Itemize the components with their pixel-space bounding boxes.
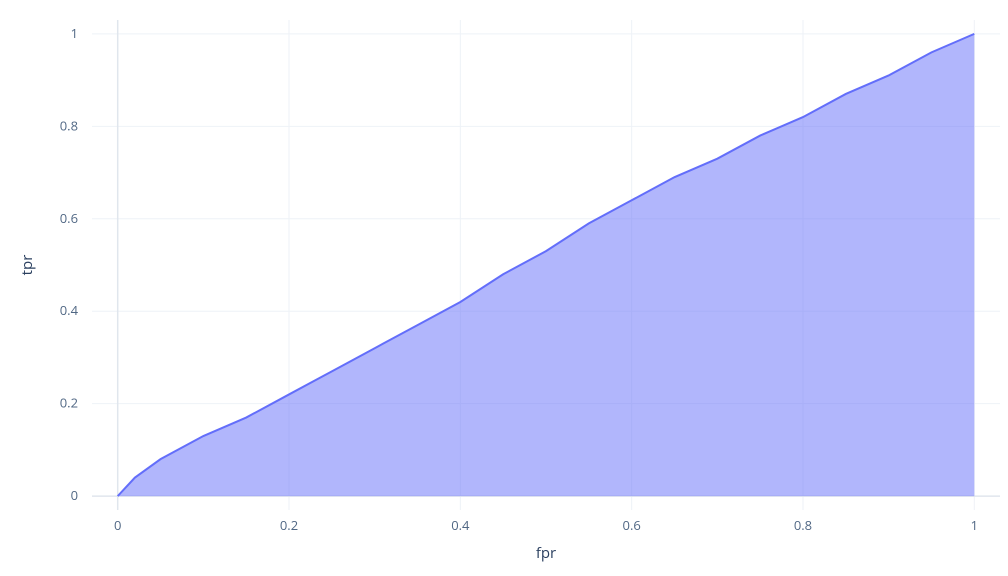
x-tick-label: 0.6 <box>623 516 641 534</box>
x-tick-label: 0.8 <box>794 516 812 534</box>
y-tick-label: 0 <box>71 486 78 504</box>
x-tick-label: 0 <box>114 516 121 534</box>
y-tick-label: 0.6 <box>60 209 78 227</box>
y-tick-label: 0.8 <box>60 116 78 134</box>
y-tick-label: 1 <box>71 24 78 42</box>
x-axis-label: fpr <box>536 543 556 563</box>
chart-svg: 0 0.2 0.4 0.6 0.8 1 0 0.2 0.4 0.6 0.8 1 fpr tpr <box>0 0 1008 576</box>
x-tick-label: 0.2 <box>280 516 298 534</box>
x-tick-label: 0.4 <box>451 516 470 534</box>
roc-chart: 0 0.2 0.4 0.6 0.8 1 0 0.2 0.4 0.6 0.8 1 fpr tpr <box>0 0 1008 576</box>
x-tick-label: 1 <box>971 516 978 534</box>
y-axis-label: tpr <box>17 255 37 276</box>
y-tick-label: 0.2 <box>60 394 78 412</box>
y-tick-label: 0.4 <box>60 301 79 319</box>
